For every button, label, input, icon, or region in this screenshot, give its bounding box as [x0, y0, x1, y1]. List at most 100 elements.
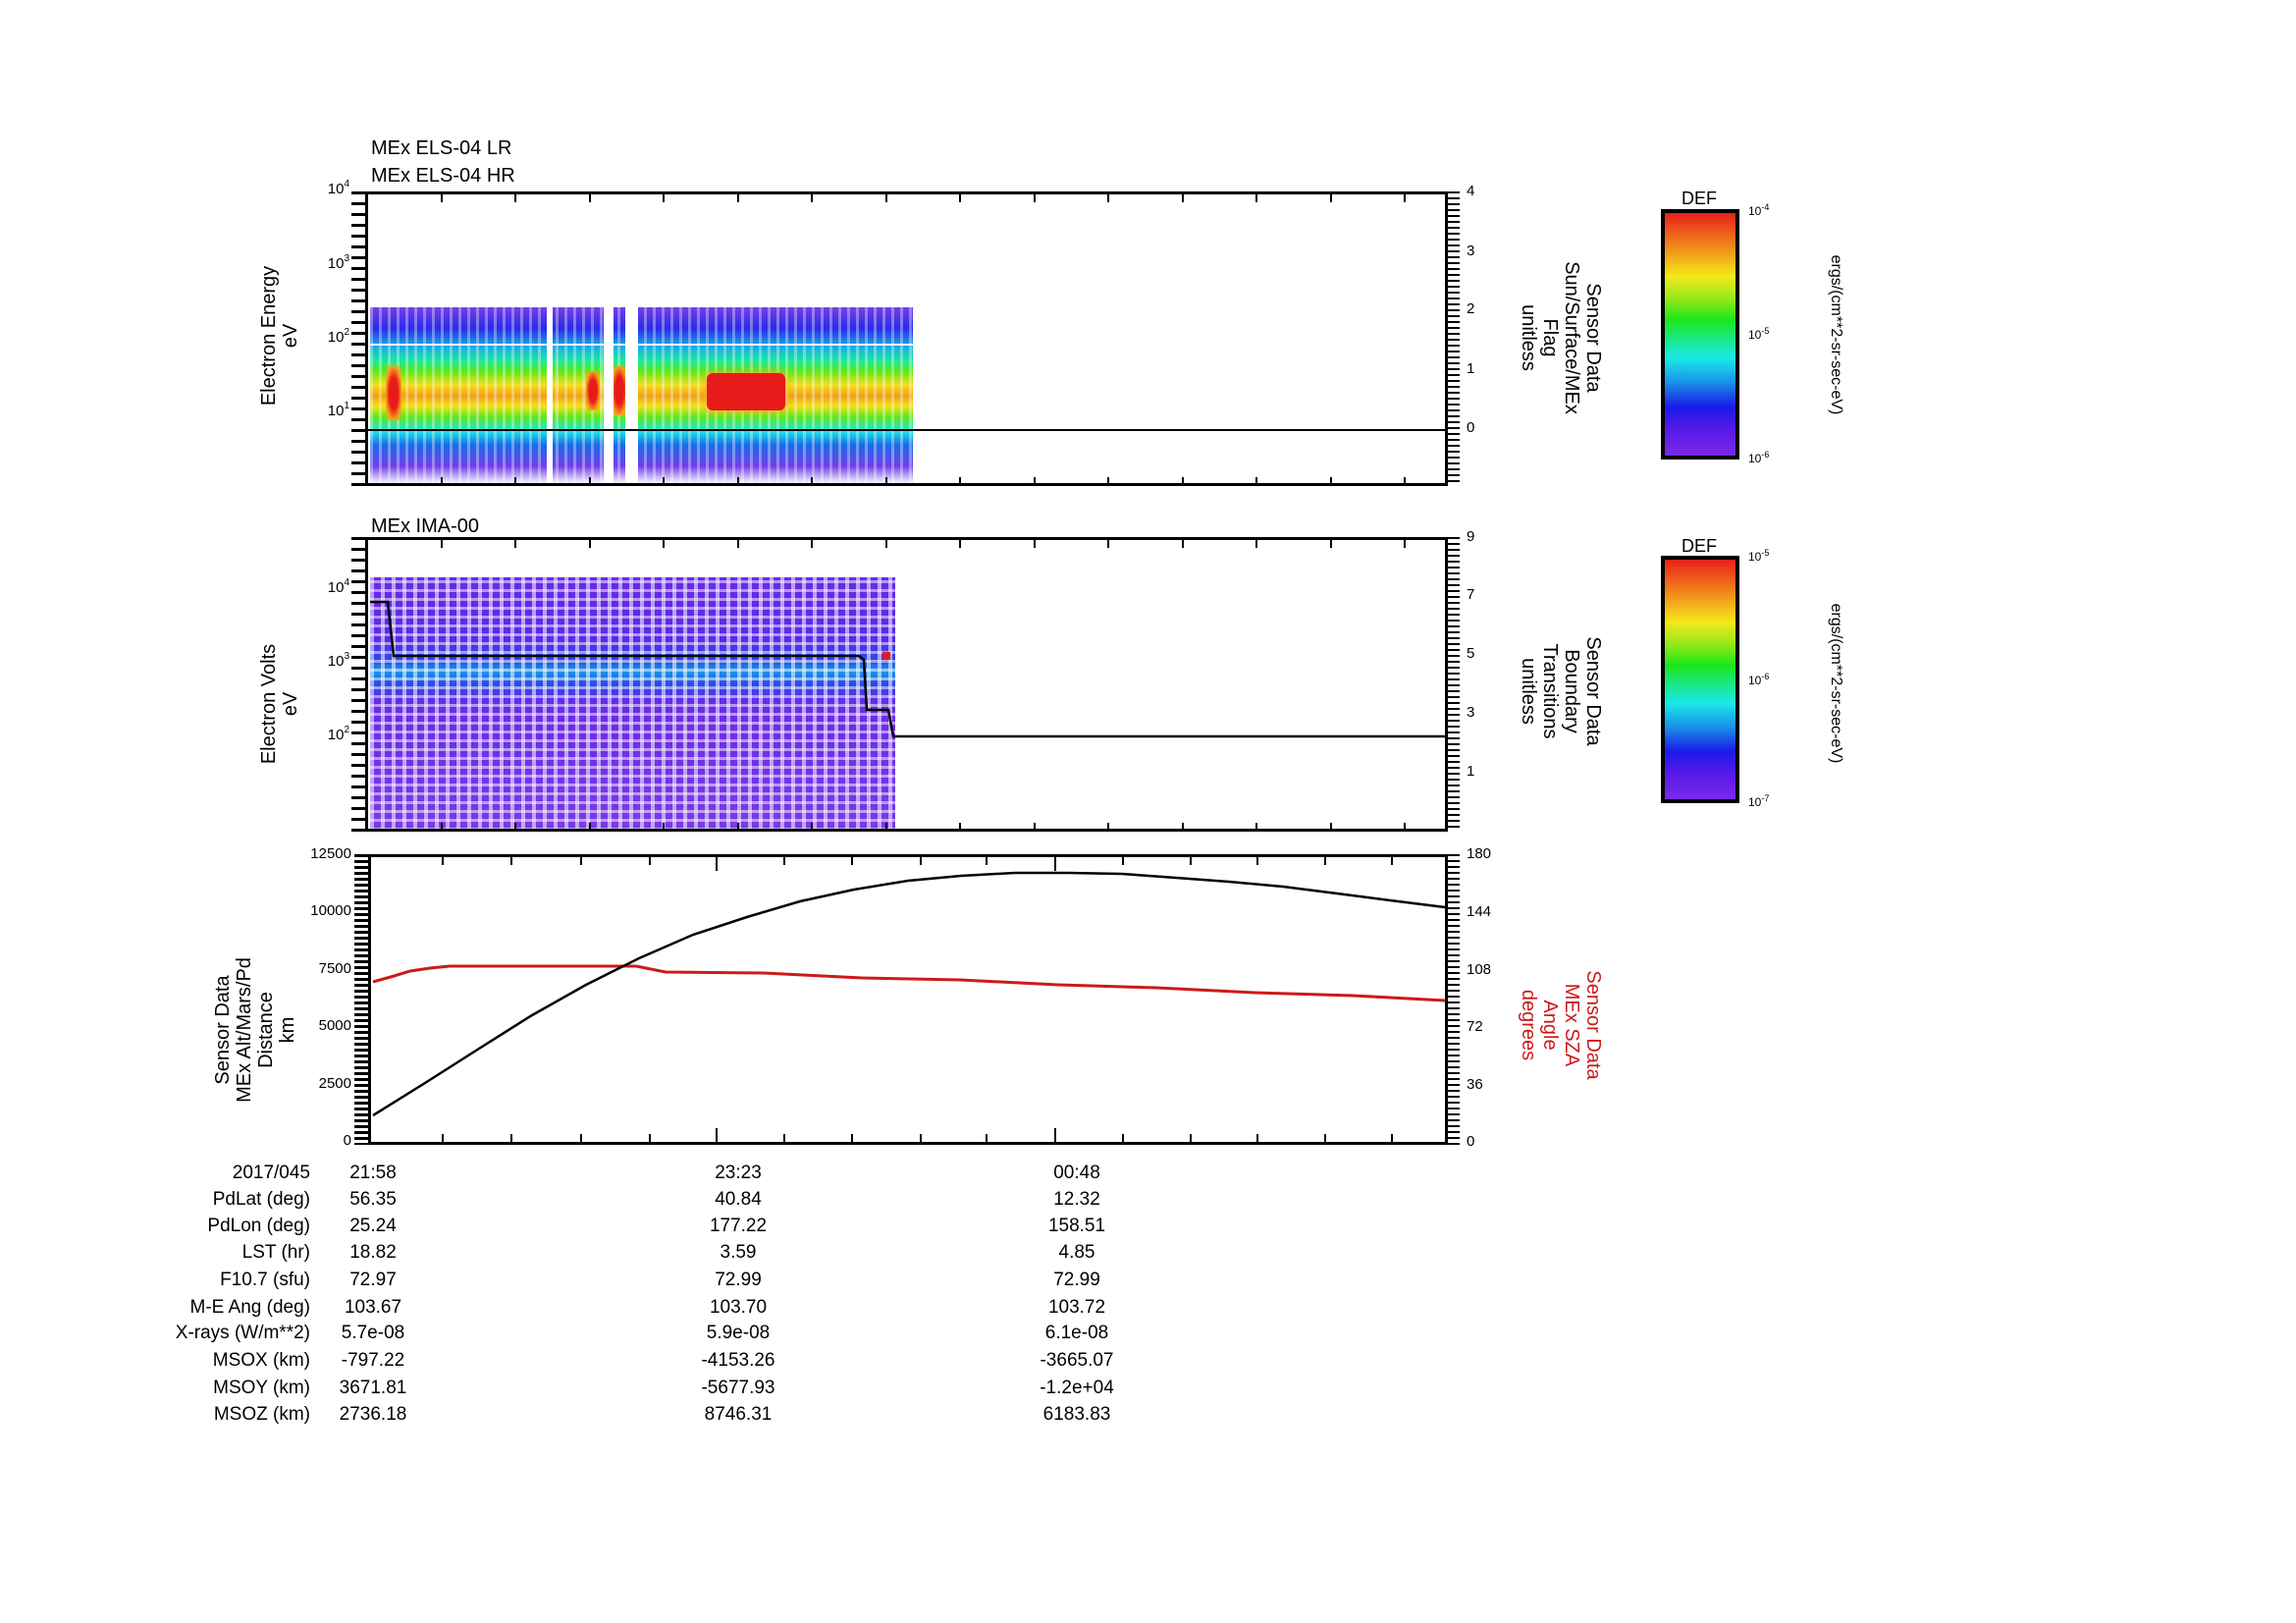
panel1-rtick-0: 0	[1467, 419, 1475, 436]
colorbar2-tick-top: 10-5	[1748, 548, 1770, 564]
panel3-ylabel: Sensor Data MEx Alt/Mars/Pd Distance km	[212, 902, 298, 1158]
table-c1-r6: 5.7e-08	[341, 1323, 405, 1343]
panel3-ytick-12500: 12500	[310, 845, 351, 862]
panel2-rtick-3: 3	[1467, 704, 1475, 721]
colorbar1-units: ergs/(cm**2-sr-sec-eV)	[1828, 254, 1844, 415]
panel2-plot-area[interactable]	[365, 537, 1448, 832]
panel1-xticks	[441, 194, 1406, 483]
panel2-rtick-1: 1	[1467, 763, 1475, 780]
panel2-right-label-line3: Transitions	[1539, 643, 1561, 739]
els-hotspot-1	[386, 366, 401, 420]
panel2-right-label: Sensor Data Boundary Transitions unitles…	[1518, 573, 1604, 809]
panel1-right-label: Sensor Data Sun/Surface/MEx Flag unitles…	[1518, 220, 1604, 456]
panel1-rtick-2: 2	[1467, 300, 1475, 317]
ima-spectrogram	[370, 577, 895, 829]
table-label-f107: F10.7 (sfu)	[220, 1270, 310, 1290]
table-c2-r5: 103.70	[709, 1297, 768, 1318]
panel3-right-ticks	[1448, 854, 1460, 1145]
panel3-ytick-5000: 5000	[318, 1017, 351, 1034]
panel1-rtick-4: 4	[1467, 183, 1475, 199]
panel3-rtick-108: 108	[1467, 961, 1492, 978]
table-c1-r3: 18.82	[349, 1242, 397, 1263]
els-spectrogram	[370, 307, 913, 483]
panel1-right-label-line3: Flag	[1539, 318, 1561, 357]
table-label-lst: LST (hr)	[241, 1242, 310, 1263]
panel3-ytick-0: 0	[343, 1132, 351, 1149]
table-label-date: 2017/045	[232, 1163, 310, 1183]
panel3-rtick-72: 72	[1467, 1018, 1483, 1035]
flag-line	[368, 429, 1445, 431]
panel2-ylabel-line1: Electron Volts	[258, 643, 280, 765]
els-gap-1	[547, 293, 553, 483]
panel3-rtick-180: 180	[1467, 845, 1492, 862]
panel2-rtick-9: 9	[1467, 528, 1475, 545]
colorbar2-tick-mid: 10-6	[1748, 672, 1770, 687]
table-c3-r6: 6.1e-08	[1044, 1323, 1109, 1343]
panel2-ytick-1e2: 102	[327, 725, 349, 743]
panel1-plot-area[interactable]	[365, 191, 1448, 486]
table-c2-r9: 8746.31	[704, 1404, 773, 1425]
colorbar1	[1661, 209, 1739, 460]
table-c2-r0: 23:23	[715, 1163, 762, 1183]
boundary-transitions-line	[370, 540, 1445, 829]
table-c1-r9: 2736.18	[339, 1404, 407, 1425]
sza-line	[372, 964, 1445, 1002]
panel2-ytick-1e3: 103	[327, 651, 349, 670]
table-label-msoz: MSOZ (km)	[213, 1404, 310, 1425]
colorbar1-title: DEF	[1682, 189, 1717, 208]
table-label-msoy: MSOY (km)	[213, 1378, 310, 1398]
els-hotspot-4	[707, 373, 785, 410]
panel2-left-ticks	[351, 537, 365, 832]
panel1-right-label-line1: Sensor Data	[1582, 283, 1604, 393]
table-c2-r6: 5.9e-08	[706, 1323, 771, 1343]
table-c3-r1: 12.32	[1053, 1189, 1100, 1210]
panel1-ytick-1e3: 103	[327, 253, 349, 272]
table-c1-r7: -797.22	[341, 1350, 405, 1371]
panel2-right-label-line2: Boundary	[1561, 649, 1582, 733]
table-c2-r8: -5677.93	[701, 1378, 775, 1398]
panel2-ylabel: Electron Volts eV	[258, 586, 301, 822]
table-c3-r0: 00:48	[1053, 1163, 1100, 1183]
panel3-plot-area[interactable]	[368, 854, 1448, 1145]
panel1-right-ticks	[1448, 191, 1460, 486]
colorbar2	[1661, 556, 1739, 803]
panel3-lines	[372, 857, 1445, 1142]
panel2-right-label-line4: unitless	[1518, 658, 1539, 725]
panel1-title-hr: MEx ELS-04 HR	[371, 165, 515, 187]
table-c2-r3: 3.59	[720, 1242, 757, 1263]
panel3-right-label-line2: MEx SZA	[1561, 983, 1582, 1067]
panel2-right-ticks	[1448, 537, 1460, 832]
panel3-ytick-2500: 2500	[318, 1075, 351, 1092]
panel1-rtick-3: 3	[1467, 243, 1475, 259]
table-c3-r4: 72.99	[1053, 1270, 1100, 1290]
table-c1-r4: 72.97	[349, 1270, 397, 1290]
panel3-right-label-line1: Sensor Data	[1582, 970, 1604, 1080]
panel1-left-ticks	[351, 191, 365, 486]
colorbar2-title: DEF	[1682, 536, 1717, 556]
panel3-right-label: Sensor Data MEx SZA Angle degrees	[1518, 907, 1604, 1143]
panel1-ytick-1e4: 104	[327, 179, 349, 197]
table-c3-r7: -3665.07	[1040, 1350, 1114, 1371]
panel3-rtick-36: 36	[1467, 1076, 1483, 1093]
panel2-ylabel-line2: eV	[280, 691, 301, 717]
colorbar1-tick-mid: 10-5	[1748, 326, 1770, 342]
panel3-rtick-144: 144	[1467, 903, 1492, 920]
panel2-rtick-7: 7	[1467, 586, 1475, 603]
panel3-ytick-7500: 7500	[318, 960, 351, 977]
panel3-right-label-line4: degrees	[1518, 989, 1539, 1061]
panel1-ytick-1e2: 102	[327, 327, 349, 346]
panel2-right-label-line1: Sensor Data	[1582, 636, 1604, 746]
els-energy-cut-line	[370, 344, 913, 346]
panel3-right-label-line3: Angle	[1539, 1000, 1561, 1051]
panel1-ylabel-line1: Electron Energy	[258, 265, 280, 406]
els-gap-3	[625, 293, 638, 483]
panel1-ytick-1e1: 101	[327, 401, 349, 419]
table-c2-r1: 40.84	[715, 1189, 762, 1210]
colorbar2-tick-bottom: 10-7	[1748, 793, 1770, 809]
panel1-right-label-line2: Sun/Surface/MEx	[1561, 261, 1582, 414]
table-c1-r8: 3671.81	[339, 1378, 407, 1398]
panel1-title-lr: MEx ELS-04 LR	[371, 137, 512, 159]
table-c3-r8: -1.2e+04	[1040, 1378, 1114, 1398]
panel3-rtick-0: 0	[1467, 1133, 1475, 1150]
panel3-ylabel-line4: km	[277, 1016, 298, 1044]
